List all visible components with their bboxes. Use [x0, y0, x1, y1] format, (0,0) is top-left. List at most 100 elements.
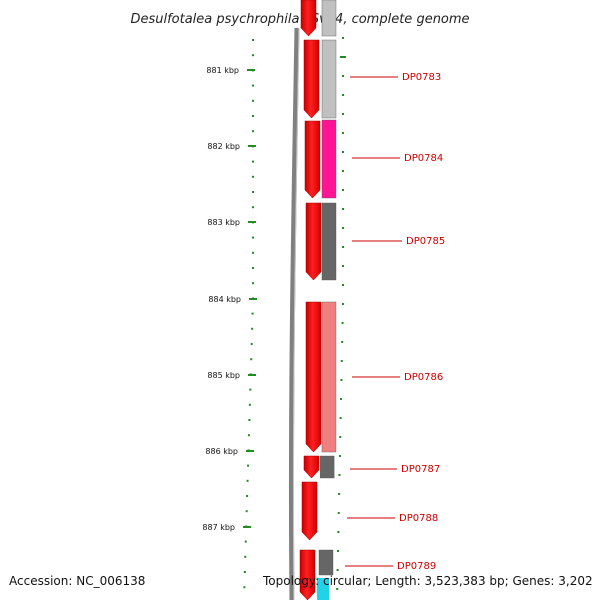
minor-tick — [341, 322, 344, 324]
tick-label: 885 kbp — [207, 371, 240, 380]
minor-tick — [338, 493, 341, 495]
minor-tick — [339, 417, 342, 419]
tick-label: 887 kbp — [202, 523, 235, 532]
minor-tick — [252, 39, 254, 41]
minor-tick — [342, 170, 344, 172]
minor-tick — [338, 474, 341, 476]
minor-tick — [339, 436, 342, 438]
gene-label-dp0789[interactable]: DP0789 — [397, 561, 436, 572]
genome-backbone-highlight — [292, 27, 300, 600]
tick-marks: 881 kbp 882 kbp 883 kbp 884 kbp 885 kbp 886 k… — [202, 37, 346, 590]
minor-tick — [244, 540, 247, 543]
minor-tick — [252, 267, 254, 269]
tick-label: 884 kbp — [208, 295, 241, 304]
gene-category-box — [321, 202, 337, 281]
minor-tick — [342, 151, 344, 153]
gene-label-dp0786[interactable]: DP0786 — [404, 372, 443, 383]
minor-tick — [252, 145, 254, 148]
minor-tick — [246, 479, 249, 482]
minor-tick — [245, 525, 248, 528]
genome-backbone — [288, 27, 300, 600]
minor-tick — [252, 191, 254, 193]
minor-tick — [252, 130, 254, 133]
gene-arrow — [300, 0, 317, 37]
gene-features — [299, 0, 337, 600]
minor-tick — [247, 434, 250, 437]
minor-tick — [342, 227, 344, 229]
minor-tick — [337, 531, 340, 533]
gene-arrow — [303, 39, 320, 119]
tick-label: 881 kbp — [206, 66, 239, 75]
minor-tick — [250, 343, 253, 345]
minor-tick — [252, 251, 254, 254]
minor-tick — [336, 569, 339, 571]
gene-arrow — [304, 120, 321, 199]
minor-tick — [342, 132, 344, 134]
accession-text: Accession: NC_006138 — [9, 574, 146, 588]
gene-labels: DP0783 DP0784 DP0785 DP0786 DP0787 DP0788 DP07… — [345, 72, 445, 572]
minor-tick — [342, 284, 344, 286]
minor-tick — [252, 99, 254, 102]
gene-category-box — [318, 549, 334, 576]
minor-tick — [252, 297, 254, 300]
gene-arrow — [299, 549, 316, 600]
minor-tick — [337, 512, 340, 514]
minor-tick — [252, 84, 254, 87]
gene-category-box — [317, 578, 329, 600]
minor-tick — [340, 398, 343, 400]
gene-arrow — [305, 301, 322, 453]
minor-tick — [252, 115, 254, 117]
minor-tick — [248, 403, 251, 406]
gene-label-dp0785[interactable]: DP0785 — [406, 236, 445, 247]
minor-tick — [245, 510, 248, 513]
minor-tick — [340, 56, 346, 58]
map-title: Desulfotalea psychrophila LSv54, complet… — [130, 12, 469, 27]
minor-tick — [252, 69, 254, 72]
minor-tick — [252, 236, 254, 239]
gene-category-box — [319, 455, 335, 479]
minor-tick — [340, 379, 343, 381]
gene-category-box — [321, 0, 337, 37]
minor-tick — [243, 586, 246, 589]
minor-tick — [342, 37, 344, 39]
gene-category-box — [321, 119, 337, 199]
minor-tick — [341, 303, 344, 305]
minor-tick — [340, 360, 343, 362]
minor-tick — [252, 54, 254, 57]
minor-tick — [247, 464, 250, 467]
tick-label: 886 kbp — [205, 447, 238, 456]
minor-tick — [248, 419, 251, 421]
minor-tick — [250, 358, 253, 361]
minor-tick — [247, 449, 250, 452]
minor-tick — [252, 160, 254, 163]
gene-arrow — [301, 481, 318, 541]
minor-tick — [252, 221, 254, 224]
minor-tick — [342, 75, 344, 77]
gene-category-box — [321, 301, 337, 453]
minor-tick — [243, 571, 246, 573]
minor-tick — [342, 265, 344, 267]
minor-tick — [342, 94, 344, 96]
minor-tick — [249, 373, 252, 376]
minor-tick — [251, 312, 254, 315]
gene-label-dp0783[interactable]: DP0783 — [402, 72, 441, 83]
minor-tick — [342, 113, 344, 115]
gene-label-dp0788[interactable]: DP0788 — [399, 513, 438, 524]
gene-arrow — [305, 202, 322, 281]
minor-tick — [246, 495, 249, 497]
minor-tick — [336, 588, 339, 590]
minor-tick — [251, 327, 254, 330]
gene-label-dp0784[interactable]: DP0784 — [404, 153, 443, 164]
gene-label-dp0787[interactable]: DP0787 — [401, 464, 440, 475]
gene-arrow — [303, 455, 320, 479]
minor-tick — [244, 555, 247, 558]
minor-tick — [342, 189, 344, 191]
minor-tick — [252, 282, 254, 285]
minor-tick — [252, 175, 254, 178]
gene-category-box — [321, 39, 337, 119]
minor-tick — [342, 246, 344, 248]
minor-tick — [341, 341, 344, 343]
minor-tick — [342, 208, 344, 210]
minor-tick — [336, 550, 339, 552]
